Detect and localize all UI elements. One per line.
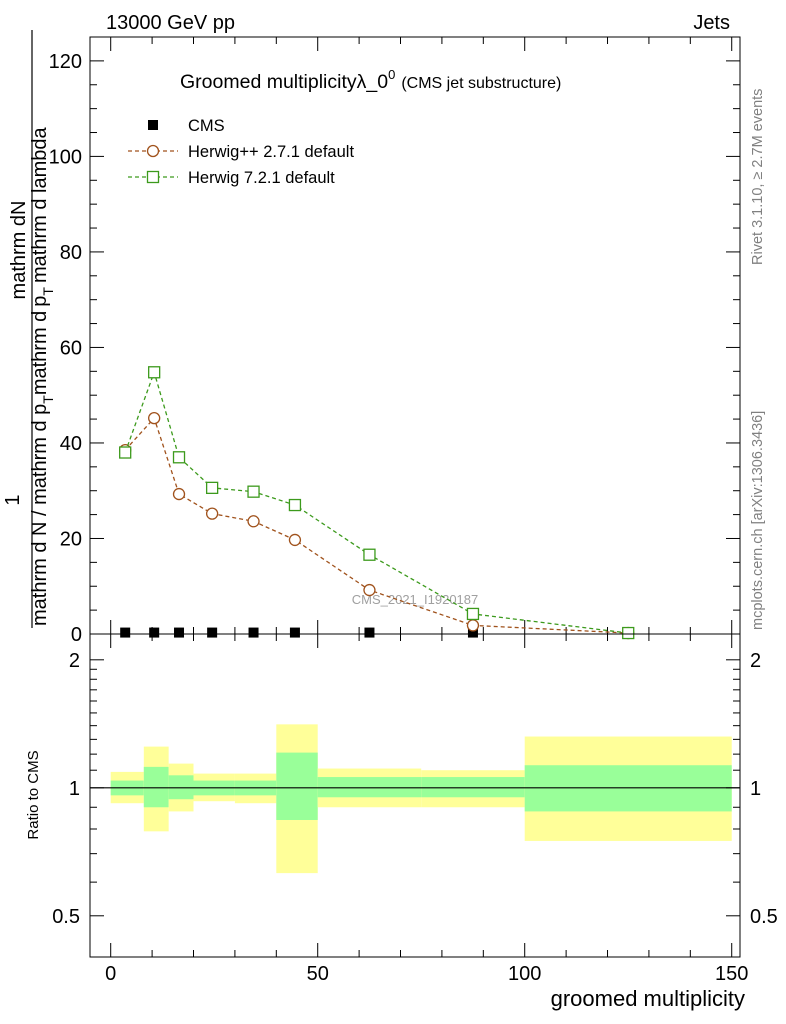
ratio-inner-band	[317, 777, 422, 798]
herwig7-data-point	[119, 446, 132, 459]
y-label-denominator-sub2: T	[40, 287, 56, 296]
legend-entry: Herwig 7.2.1 default	[128, 169, 335, 187]
herwig7-data-point	[466, 607, 480, 621]
herwigpp-data-point	[288, 533, 302, 547]
ratio-x-axis: 0 50 100 150	[105, 634, 748, 985]
ratio-y-tick-label: 0.5	[52, 906, 80, 928]
ratio-inner-band	[143, 766, 169, 808]
main-y-tick-label: 100	[49, 146, 82, 168]
ratio-panel: 0.5 0.5 1 1 2 2 0 50 100 150 Ratio to CMS groome…	[25, 633, 778, 1011]
ratio-y-tick-label-right: 2	[750, 650, 761, 672]
y-label-denominator-tail: mathrm d lambda	[29, 127, 51, 283]
herwigpp-data-point	[172, 487, 186, 501]
main-y-tick-label: 60	[60, 337, 82, 359]
energy-label: 13000 GeV pp	[106, 12, 235, 34]
series-0	[120, 627, 634, 638]
herwigpp-data-point	[247, 515, 260, 528]
legend: CMS Herwig++ 2.7.1 default Herwig 7.2.1 de…	[128, 117, 354, 187]
cms-data-point	[207, 627, 218, 638]
y-label-denominator-sub: T	[40, 395, 56, 404]
main-y-tick-label: 120	[49, 51, 82, 73]
y-label-denominator-pt: p	[29, 296, 51, 307]
series-2	[119, 366, 635, 640]
main-y-tick-label: 20	[60, 528, 82, 550]
ratio-y-label: Ratio to CMS	[25, 750, 42, 839]
herwigpp-data-point	[146, 144, 160, 158]
mcplots-label: mcplots.cern.ch [arXiv:1306.3436]	[750, 411, 766, 630]
cms-data-point	[289, 627, 300, 638]
y-label-denominator: mathrm d N / mathrm d pTmathrm dpTmathrm…	[29, 127, 56, 626]
ratio-y-tick-label: 2	[69, 650, 80, 672]
herwig7-data-point	[146, 170, 160, 184]
y-label-denominator-text: mathrm d N / mathrm d p	[29, 404, 51, 626]
herwigpp-data-point	[205, 507, 219, 520]
herwig7-data-point	[148, 366, 161, 379]
category-label: Jets	[693, 12, 730, 34]
herwig7-data-point	[172, 451, 186, 464]
legend-label: CMS	[188, 117, 225, 135]
ratio-x-tick-label: 100	[508, 963, 541, 985]
y-label-one: 1	[2, 494, 24, 505]
ratio-y-tick-label-right: 1	[750, 778, 761, 800]
herwig7-data-point	[363, 548, 376, 561]
watermark: CMS_2021_I1920187	[352, 592, 479, 607]
cms-data-point	[364, 627, 375, 638]
y-label-numerator: mathrm dN	[8, 201, 30, 300]
cms-data-point	[248, 627, 259, 638]
ratio-x-tick-label: 150	[715, 963, 748, 985]
herwigpp-data-point	[363, 583, 376, 597]
legend-label: Herwig++ 2.7.1 default	[188, 143, 354, 161]
herwig7-data-point	[288, 498, 302, 512]
herwig7-data-point	[205, 481, 219, 495]
ratio-x-tick-label: 50	[307, 963, 329, 985]
cms-data-point	[149, 627, 160, 638]
ratio-inner-band	[276, 752, 318, 820]
cms-data-point	[148, 120, 158, 130]
ratio-y-tick-label-right: 0.5	[750, 906, 778, 928]
legend-entry: CMS	[148, 117, 225, 135]
herwigpp-data-point	[148, 411, 161, 425]
cms-data-point	[467, 627, 478, 638]
ratio-x-tick-label: 0	[105, 963, 116, 985]
ratio-bands	[110, 724, 732, 874]
main-series	[119, 366, 635, 640]
herwig7-data-point	[622, 626, 635, 640]
cms-data-point	[174, 627, 185, 638]
herwig7-data-point	[247, 485, 260, 498]
main-subtitle: (CMS jet substructure)	[401, 75, 561, 92]
legend-entry: Herwig++ 2.7.1 default	[128, 143, 354, 161]
herwigpp-data-point	[466, 619, 480, 632]
y-label-denominator-mid: mathrm d	[29, 311, 51, 395]
legend-label: Herwig 7.2.1 default	[188, 169, 335, 187]
main-panel: 0 20 40 60 80 100 120 CMS_2021_I1920187 Groome…	[49, 36, 741, 646]
ratio-y-axis: 0.5 0.5 1 1 2 2	[52, 650, 778, 928]
main-y-axis: 0 20 40 60 80 100 120	[49, 36, 740, 646]
ratio-inner-band	[421, 777, 525, 798]
main-y-label: 1 mathrm d N / mathrm d pTmathrm dpTmath…	[2, 30, 56, 628]
ratio-y-tick-label: 1	[69, 778, 80, 800]
cms-data-point	[120, 627, 131, 638]
series-1	[119, 411, 635, 640]
main-title-superscript: 0	[388, 67, 395, 82]
rivet-label: Rivet 3.1.10, ≥ 2.7M events	[750, 89, 766, 265]
main-title-text: Groomed multiplicityλ_0	[180, 71, 388, 93]
ratio-plot-area	[89, 633, 741, 958]
main-y-tick-label: 80	[60, 242, 82, 264]
x-axis-label: groomed multiplicity	[551, 986, 745, 1011]
main-title: Groomed multiplicityλ_00 (CMS jet substru…	[180, 67, 561, 93]
main-y-tick-label: 40	[60, 433, 82, 455]
main-y-tick-label: 0	[71, 624, 82, 646]
